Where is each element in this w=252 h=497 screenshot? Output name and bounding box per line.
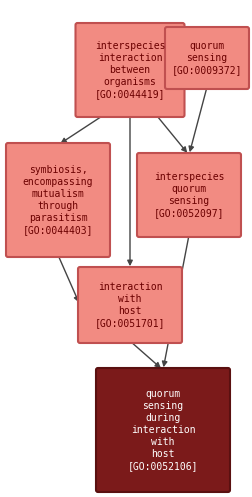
FancyBboxPatch shape [78,267,182,343]
FancyBboxPatch shape [137,153,241,237]
FancyBboxPatch shape [76,23,184,117]
Text: quorum
sensing
[GO:0009372]: quorum sensing [GO:0009372] [172,41,242,75]
FancyBboxPatch shape [96,368,230,492]
Text: interspecies
quorum
sensing
[GO:0052097]: interspecies quorum sensing [GO:0052097] [154,172,224,218]
Text: quorum
sensing
during
interaction
with
host
[GO:0052106]: quorum sensing during interaction with h… [128,389,198,471]
FancyBboxPatch shape [6,143,110,257]
Text: interspecies
interaction
between
organisms
[GO:0044419]: interspecies interaction between organis… [95,41,165,99]
Text: symbiosis,
encompassing
mutualism
through
parasitism
[GO:0044403]: symbiosis, encompassing mutualism throug… [23,165,93,235]
Text: interaction
with
host
[GO:0051701]: interaction with host [GO:0051701] [95,282,165,328]
FancyBboxPatch shape [165,27,249,89]
